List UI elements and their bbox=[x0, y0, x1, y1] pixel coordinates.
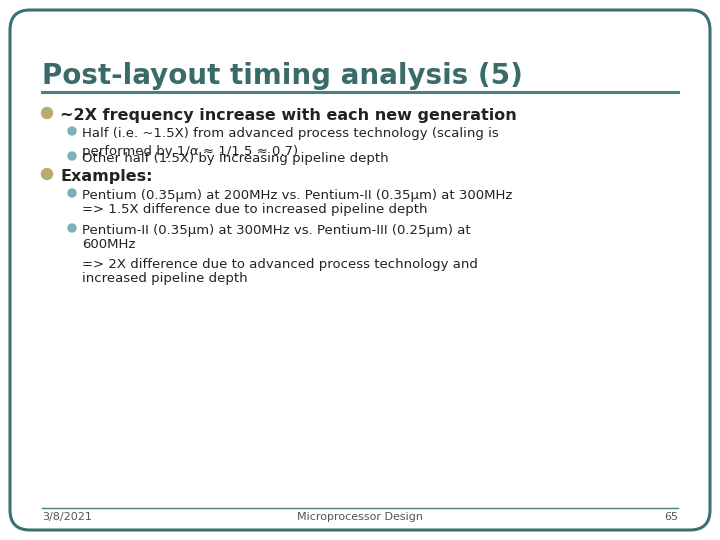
Text: Half (i.e. ~1.5X) from advanced process technology (scaling is
performed by 1/α : Half (i.e. ~1.5X) from advanced process … bbox=[82, 127, 499, 158]
Circle shape bbox=[68, 152, 76, 160]
Text: 3/8/2021: 3/8/2021 bbox=[42, 512, 92, 522]
Text: 600MHz: 600MHz bbox=[82, 238, 135, 251]
Text: Microprocessor Design: Microprocessor Design bbox=[297, 512, 423, 522]
Circle shape bbox=[68, 224, 76, 232]
Text: => 1.5X difference due to increased pipeline depth: => 1.5X difference due to increased pipe… bbox=[82, 203, 428, 216]
Circle shape bbox=[42, 107, 53, 118]
Text: ~2X frequency increase with each new generation: ~2X frequency increase with each new gen… bbox=[60, 108, 517, 123]
Circle shape bbox=[68, 189, 76, 197]
Text: => 2X difference due to advanced process technology and: => 2X difference due to advanced process… bbox=[82, 258, 478, 271]
FancyBboxPatch shape bbox=[10, 10, 710, 530]
Text: Other half (1.5X) by increasing pipeline depth: Other half (1.5X) by increasing pipeline… bbox=[82, 152, 389, 165]
Text: 65: 65 bbox=[664, 512, 678, 522]
Text: increased pipeline depth: increased pipeline depth bbox=[82, 272, 248, 285]
Text: Examples:: Examples: bbox=[60, 169, 153, 184]
Text: Pentium (0.35μm) at 200MHz vs. Pentium-II (0.35μm) at 300MHz: Pentium (0.35μm) at 200MHz vs. Pentium-I… bbox=[82, 189, 513, 202]
Circle shape bbox=[42, 168, 53, 179]
Text: Post-layout timing analysis (5): Post-layout timing analysis (5) bbox=[42, 62, 523, 90]
Text: Pentium-II (0.35μm) at 300MHz vs. Pentium-III (0.25μm) at: Pentium-II (0.35μm) at 300MHz vs. Pentiu… bbox=[82, 224, 471, 237]
Circle shape bbox=[68, 127, 76, 135]
